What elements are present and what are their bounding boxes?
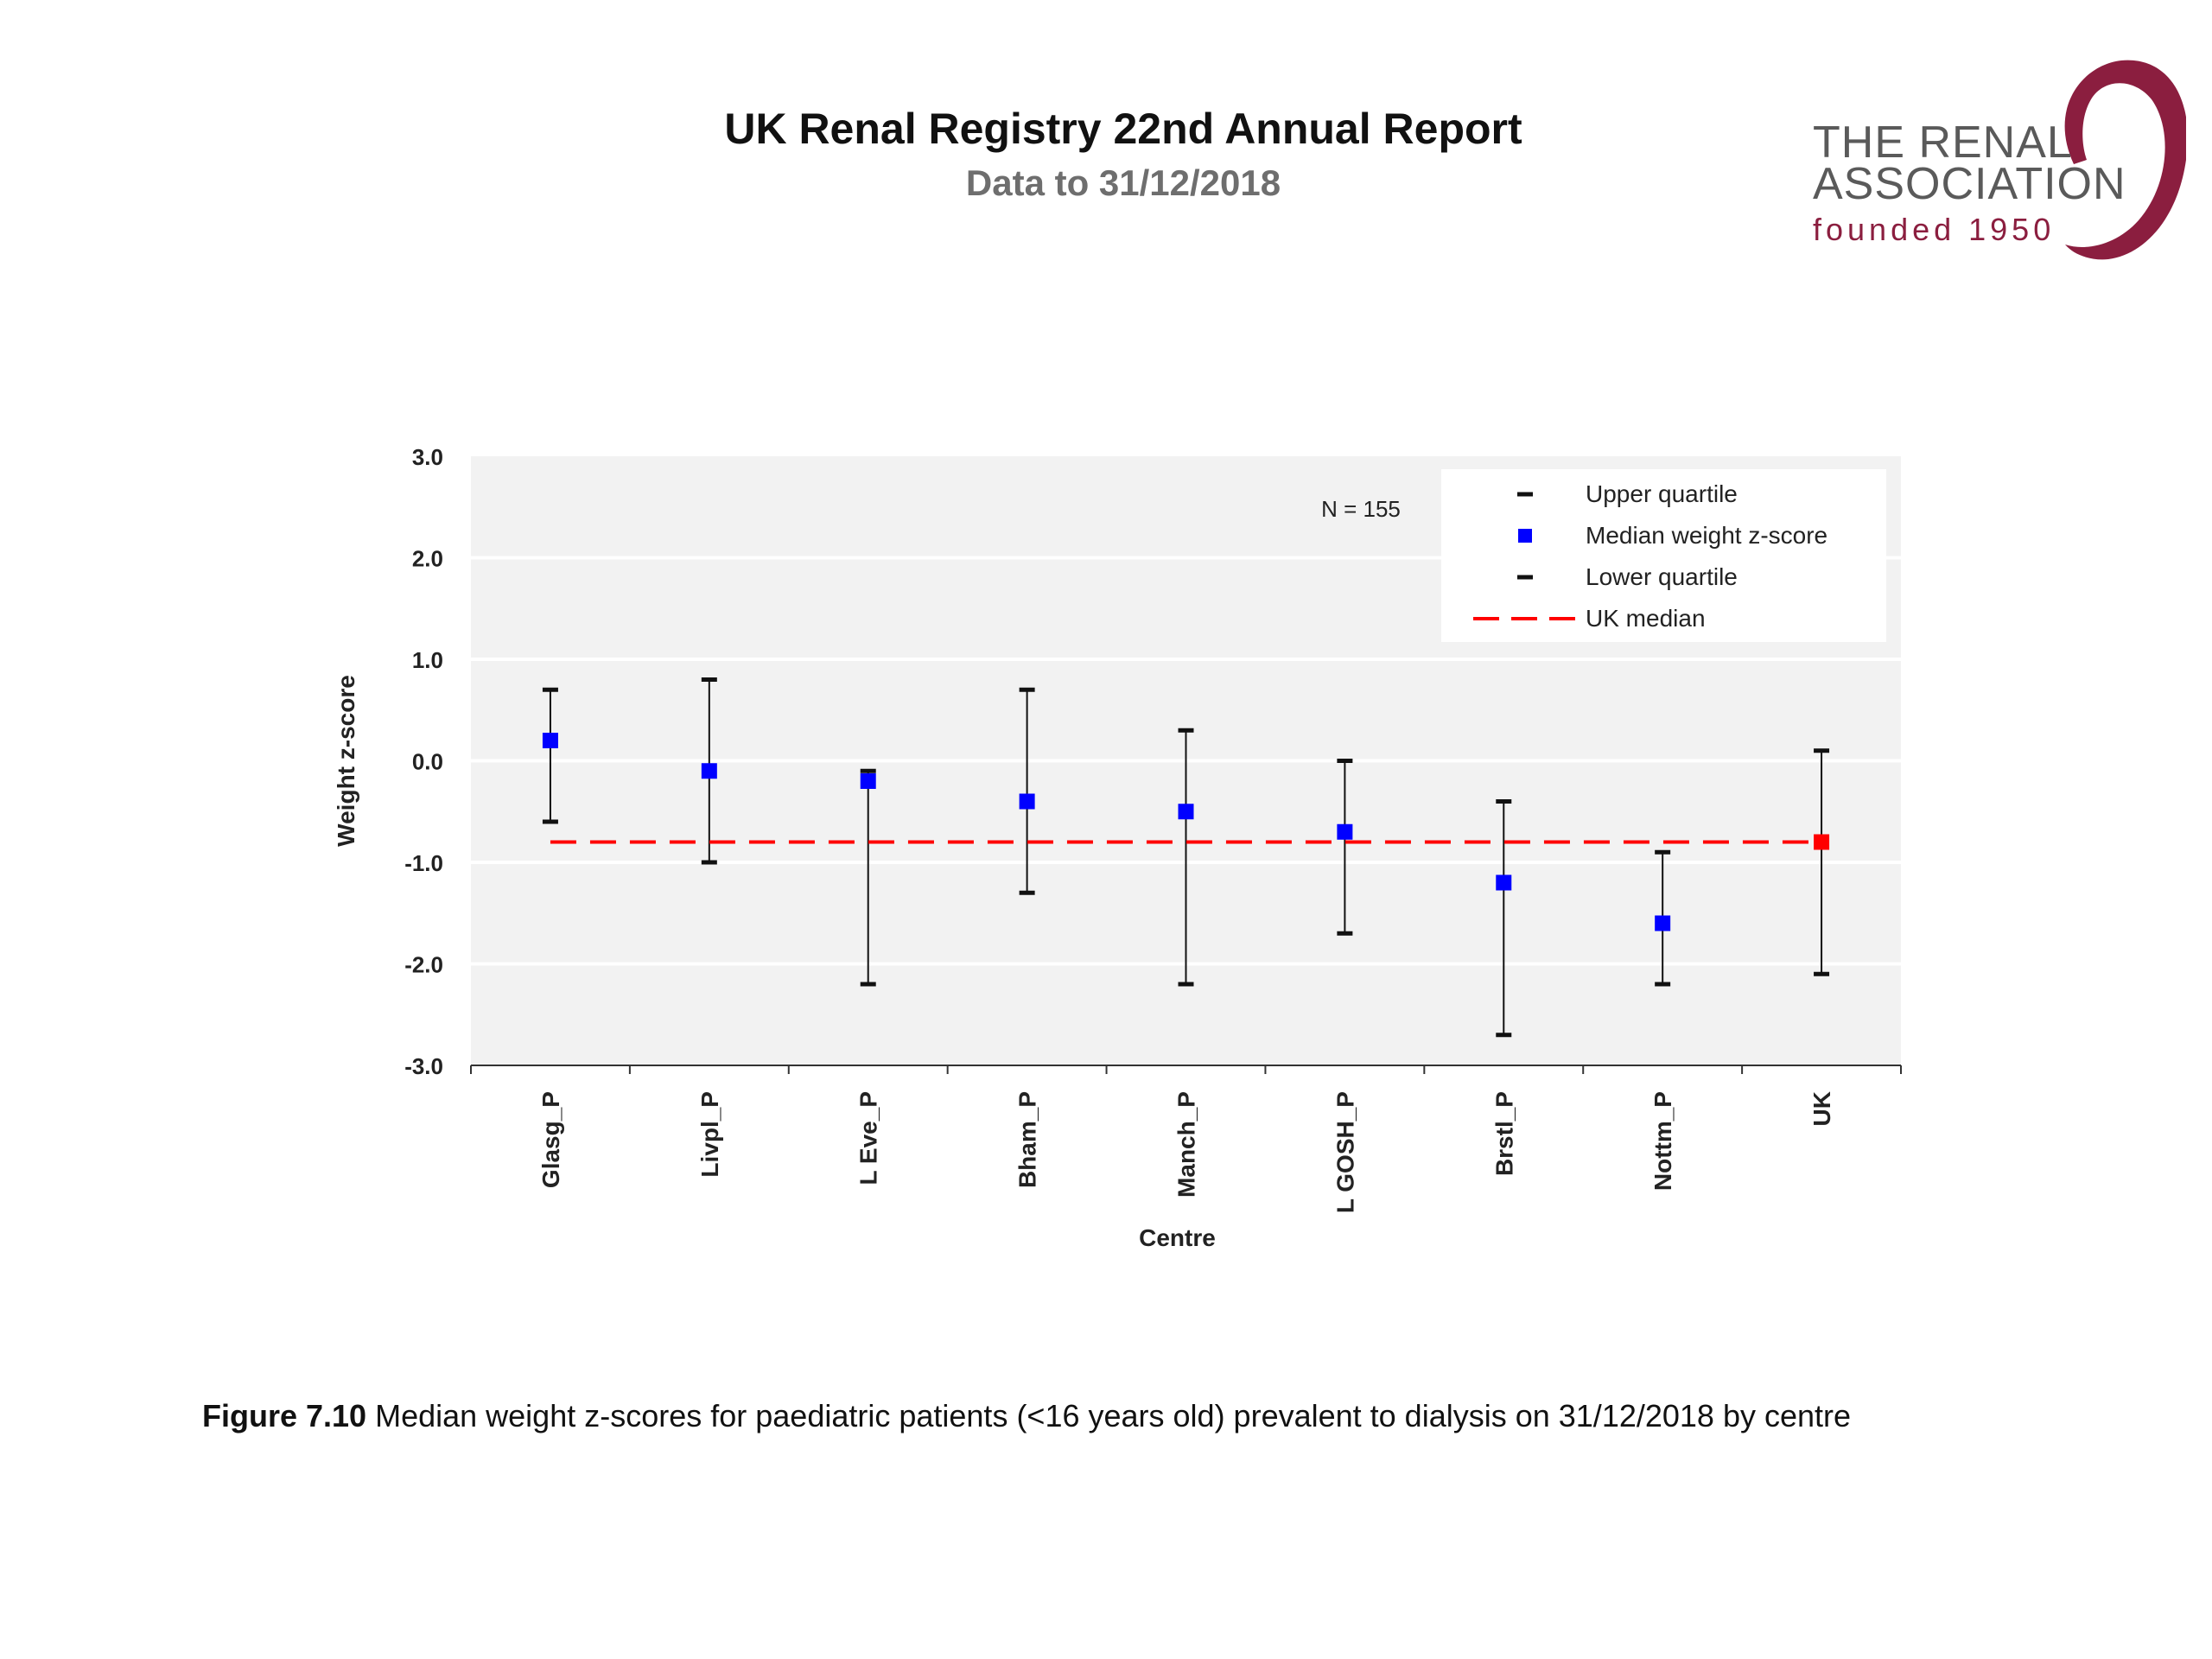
report-subtitle: Data to 31/12/2018 <box>965 162 1281 203</box>
x-axis-label: Centre <box>1139 1224 1216 1251</box>
y-tick-label: -3.0 <box>404 1053 443 1079</box>
x-tick-label: Manch_P <box>1173 1091 1200 1198</box>
x-tick-label: Bham_P <box>1014 1091 1041 1188</box>
x-tick-label: L Eve_P <box>855 1091 882 1185</box>
logo-line-1: THE RENAL <box>1813 118 2073 168</box>
figure-label: Figure 7.10 <box>202 1398 367 1433</box>
x-tick-label: L GOSH_P <box>1332 1091 1358 1213</box>
y-axis-label: Weight z-score <box>333 675 359 847</box>
median-point <box>1337 823 1353 840</box>
logo-line-2: ASSOCIATION <box>1813 159 2126 209</box>
median-point <box>860 773 876 789</box>
median-point <box>1655 915 1671 931</box>
x-tick-label: Nottm_P <box>1649 1091 1676 1191</box>
y-tick-label: 0.0 <box>412 749 443 775</box>
median-point <box>542 733 558 748</box>
figure-caption-text: Median weight z-scores for paediatric pa… <box>366 1398 1852 1433</box>
legend-lower-quartile-label: Lower quartile <box>1586 563 1738 590</box>
x-tick-label: Livpl_P <box>696 1091 723 1178</box>
legend-median-symbol <box>1518 529 1532 543</box>
x-tick-label: UK <box>1808 1091 1835 1126</box>
x-tick-label: Glasg_P <box>537 1091 564 1188</box>
legend-box <box>1441 469 1886 642</box>
legend-upper-quartile-label: Upper quartile <box>1586 480 1738 507</box>
logo-line-3: founded 1950 <box>1813 212 2056 247</box>
legend-uk-median-label: UK median <box>1586 605 1706 632</box>
uk-median-point <box>1814 834 1830 850</box>
y-tick-label: -1.0 <box>404 850 443 876</box>
renal-association-logo: THE RENAL ASSOCIATION founded 1950 <box>1789 48 2186 272</box>
logo-swirl-icon <box>2064 60 2186 260</box>
median-point <box>1178 804 1194 820</box>
legend-median-label: Median weight z-score <box>1586 522 1827 549</box>
x-tick-label: Brstl_P <box>1491 1091 1517 1176</box>
report-title: UK Renal Registry 22nd Annual Report <box>724 105 1522 153</box>
y-tick-label: 2.0 <box>412 546 443 572</box>
median-point <box>1019 793 1035 810</box>
weight-zscore-chart: 3.0 2.0 1.0 0.0 -1.0 -2.0 -3.0 Glasg_P Livpl_P L … <box>333 444 1902 1251</box>
y-tick-label: -2.0 <box>404 952 443 978</box>
median-point <box>701 763 717 779</box>
y-tick-label: 3.0 <box>412 444 443 470</box>
n-annotation: N = 155 <box>1321 496 1401 522</box>
y-tick-label: 1.0 <box>412 647 443 673</box>
median-point <box>1496 874 1512 891</box>
figure-caption: Figure 7.10 Median weight z-scores for p… <box>202 1398 1851 1434</box>
